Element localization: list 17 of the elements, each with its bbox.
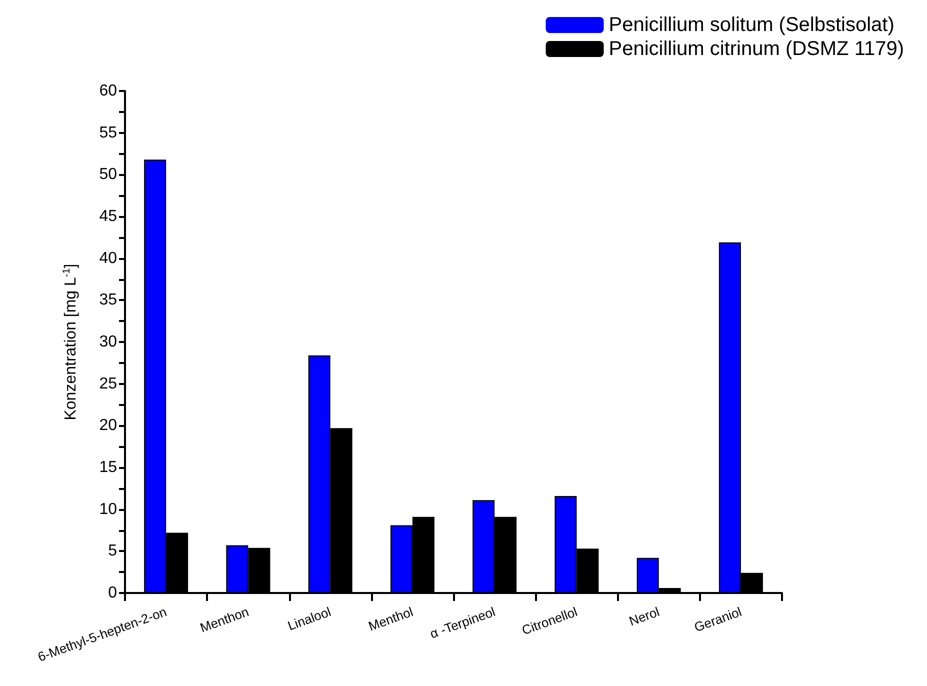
y-tick-label: 15 [99,459,118,476]
y-tick-label: 0 [108,584,118,602]
y-tick-label: 30 [99,334,118,350]
y-axis-title: Konzentration [mg L-1] [62,264,80,420]
y-tick-label: 50 [99,166,118,184]
y-tick-label: 10 [99,500,118,518]
y-tick-label: 5 [108,542,118,560]
x-tick-label: Nerol [627,604,662,629]
y-tick-label: 55 [99,124,118,142]
y-tick-label: 20 [99,417,118,434]
y-tick-label: 60 [99,82,118,100]
y-tick-label: 25 [99,375,118,392]
y-tick-label: 45 [99,208,118,225]
legend-label: Penicillium solitum (Selbstisolat) [608,14,894,36]
y-tick-label: 35 [99,292,118,309]
legend-label: Penicillium citrinum (DSMZ 1179) [608,38,904,60]
y-tick-label: 40 [99,250,118,267]
